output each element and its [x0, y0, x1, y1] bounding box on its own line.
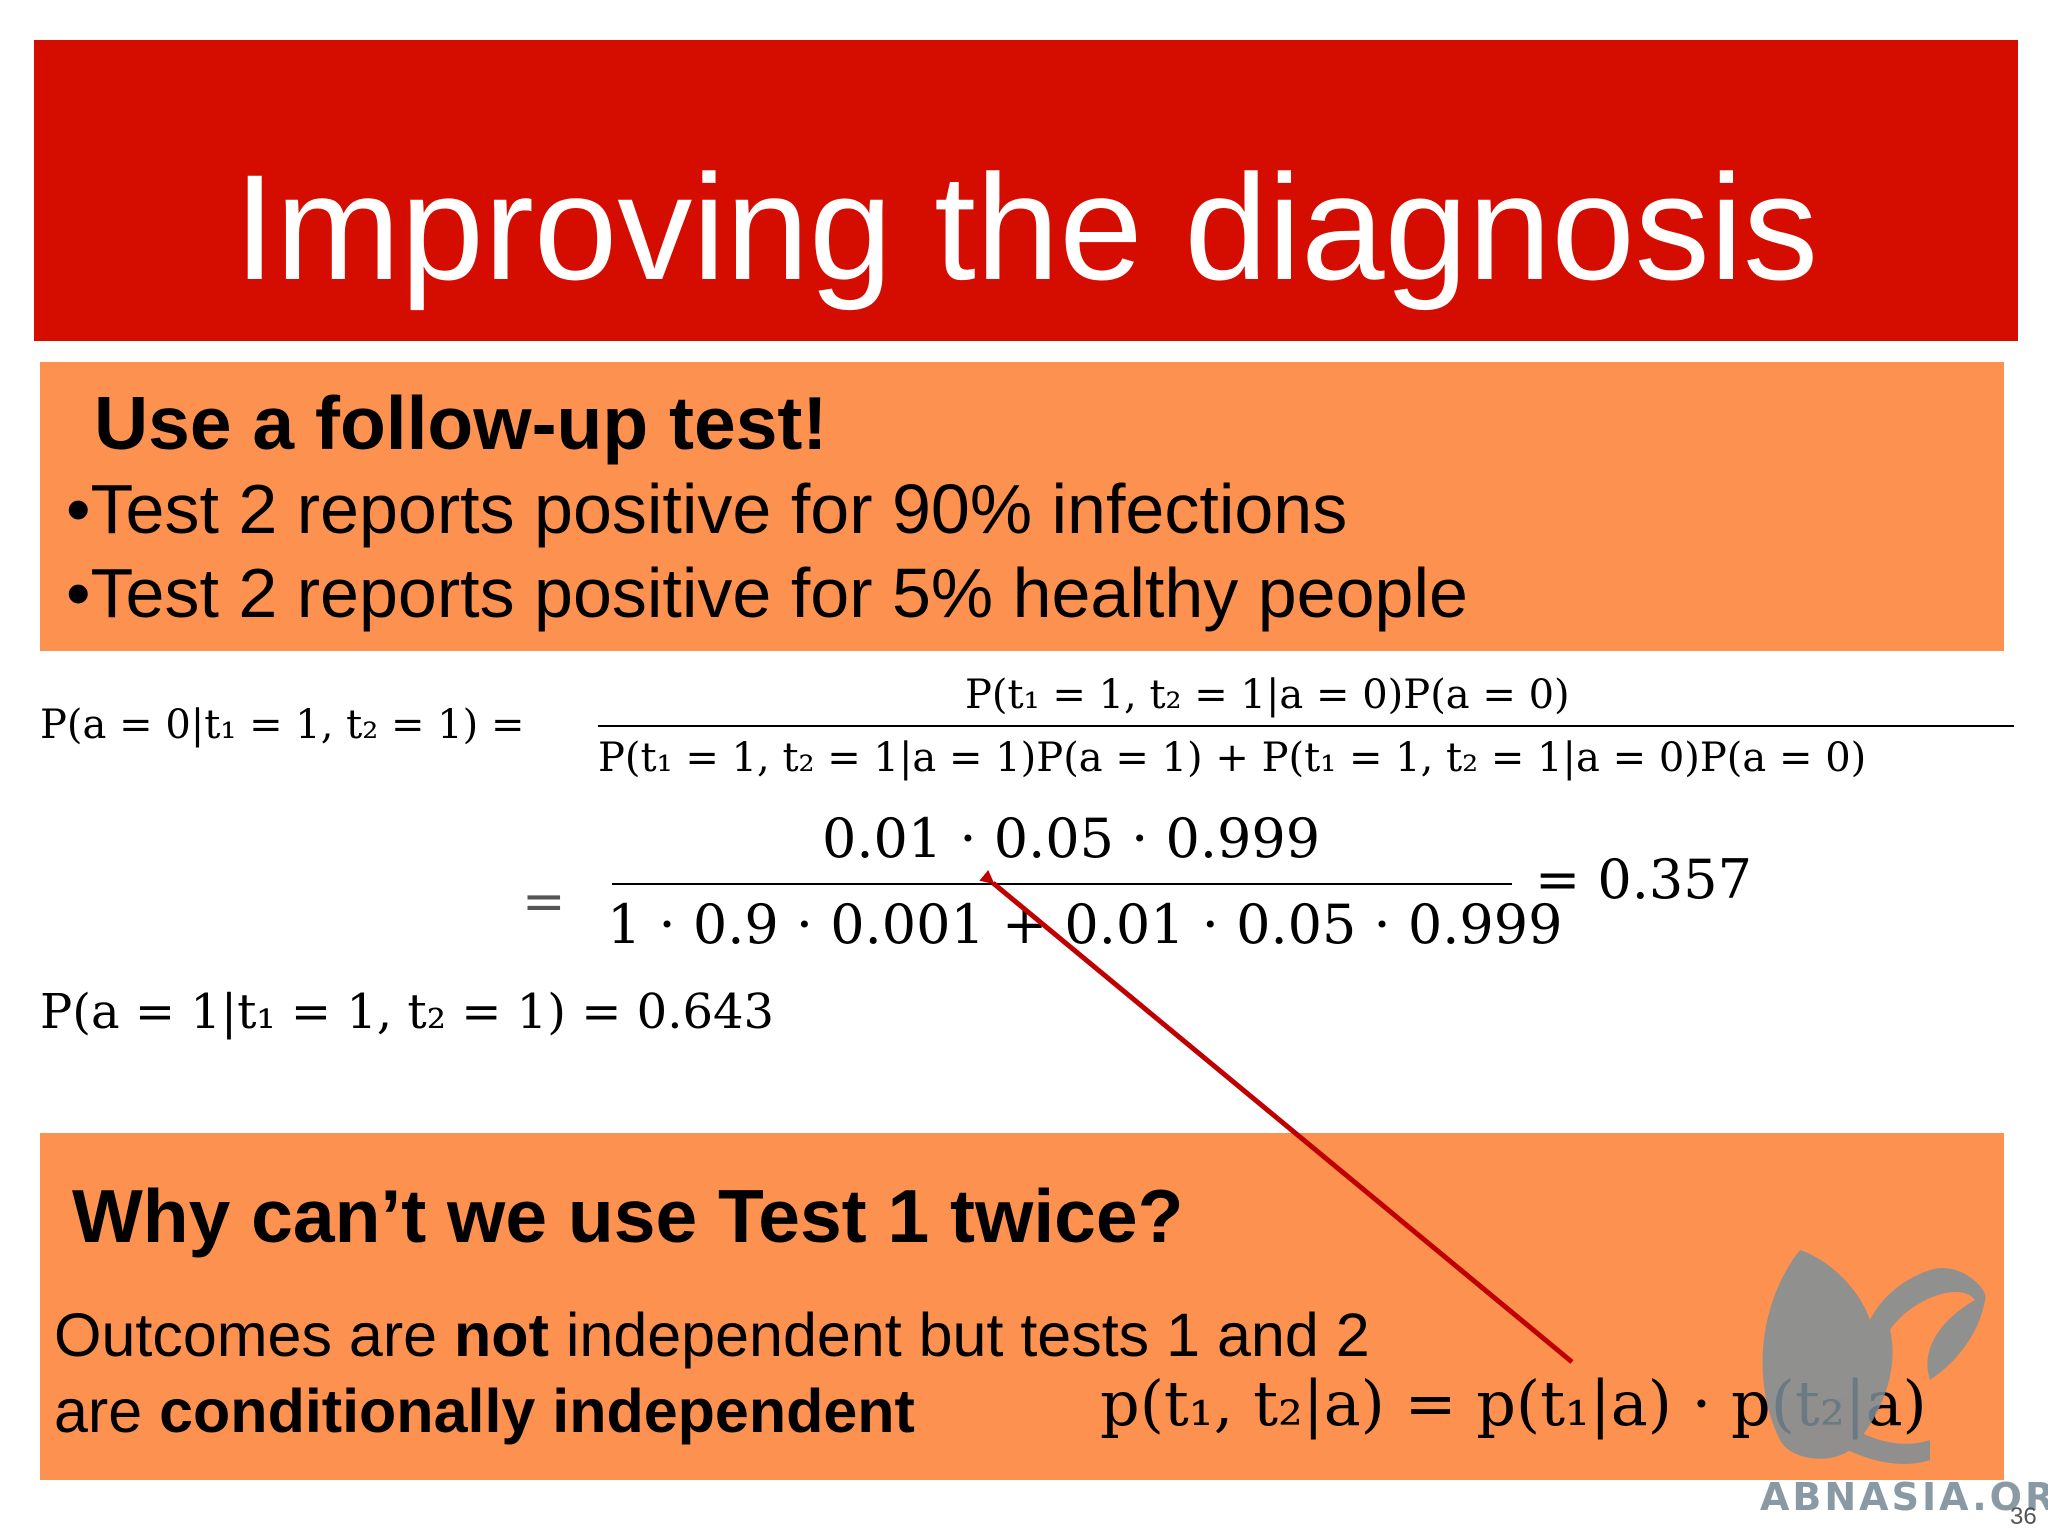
arrow-pointer: [979, 869, 1574, 1364]
equation-numerator: P(t₁ = 1, t₂ = 1|a = 0)P(a = 0): [965, 672, 1570, 718]
independence-line-2: are conditionally independent: [54, 1377, 915, 1445]
conditionally-independent-emphasis: conditionally independent: [159, 1377, 915, 1445]
follow-up-heading: Use a follow-up test!: [94, 381, 828, 465]
independence-line-1: Outcomes are not independent but tests 1…: [54, 1301, 1370, 1369]
numeric-fraction-bar: [612, 883, 1512, 885]
numeric-denominator: 1 · 0.9 · 0.001 + 0.01 · 0.05 · 0.999: [607, 893, 1563, 956]
title-bar: Improving the diagnosis: [34, 40, 2018, 341]
numeric-equals-sign: =: [522, 872, 566, 932]
test-twice-heading: Why can’t we use Test 1 twice?: [72, 1174, 1184, 1258]
slide-title: Improving the diagnosis: [233, 143, 1819, 311]
equation-fraction-bar: [598, 725, 2014, 727]
page-number: 36: [2010, 1503, 2037, 1530]
griffin-logo-icon: [1762, 1250, 1986, 1464]
equation-denominator: P(t₁ = 1, t₂ = 1|a = 1)P(a = 1) + P(t₁ =…: [598, 735, 1867, 781]
follow-up-test-box: Use a follow-up test! •Test 2 reports po…: [40, 362, 2004, 651]
test-twice-box: Why can’t we use Test 1 twice? Outcomes …: [40, 1133, 2004, 1480]
posterior-infected: P(a = 1|t₁ = 1, t₂ = 1) = 0.643: [40, 984, 775, 1040]
not-emphasis: not: [454, 1301, 549, 1369]
numeric-numerator: 0.01 · 0.05 · 0.999: [822, 807, 1321, 870]
bullet-false-positive: •Test 2 reports positive for 5% healthy …: [66, 554, 1468, 632]
equation-lhs: P(a = 0|t₁ = 1, t₂ = 1) =: [40, 702, 525, 748]
bullet-sensitivity: •Test 2 reports positive for 90% infecti…: [66, 470, 1348, 548]
numeric-result: = 0.357: [1535, 848, 1753, 911]
watermark: ABNASIA.ORG: [1760, 1475, 2048, 1519]
